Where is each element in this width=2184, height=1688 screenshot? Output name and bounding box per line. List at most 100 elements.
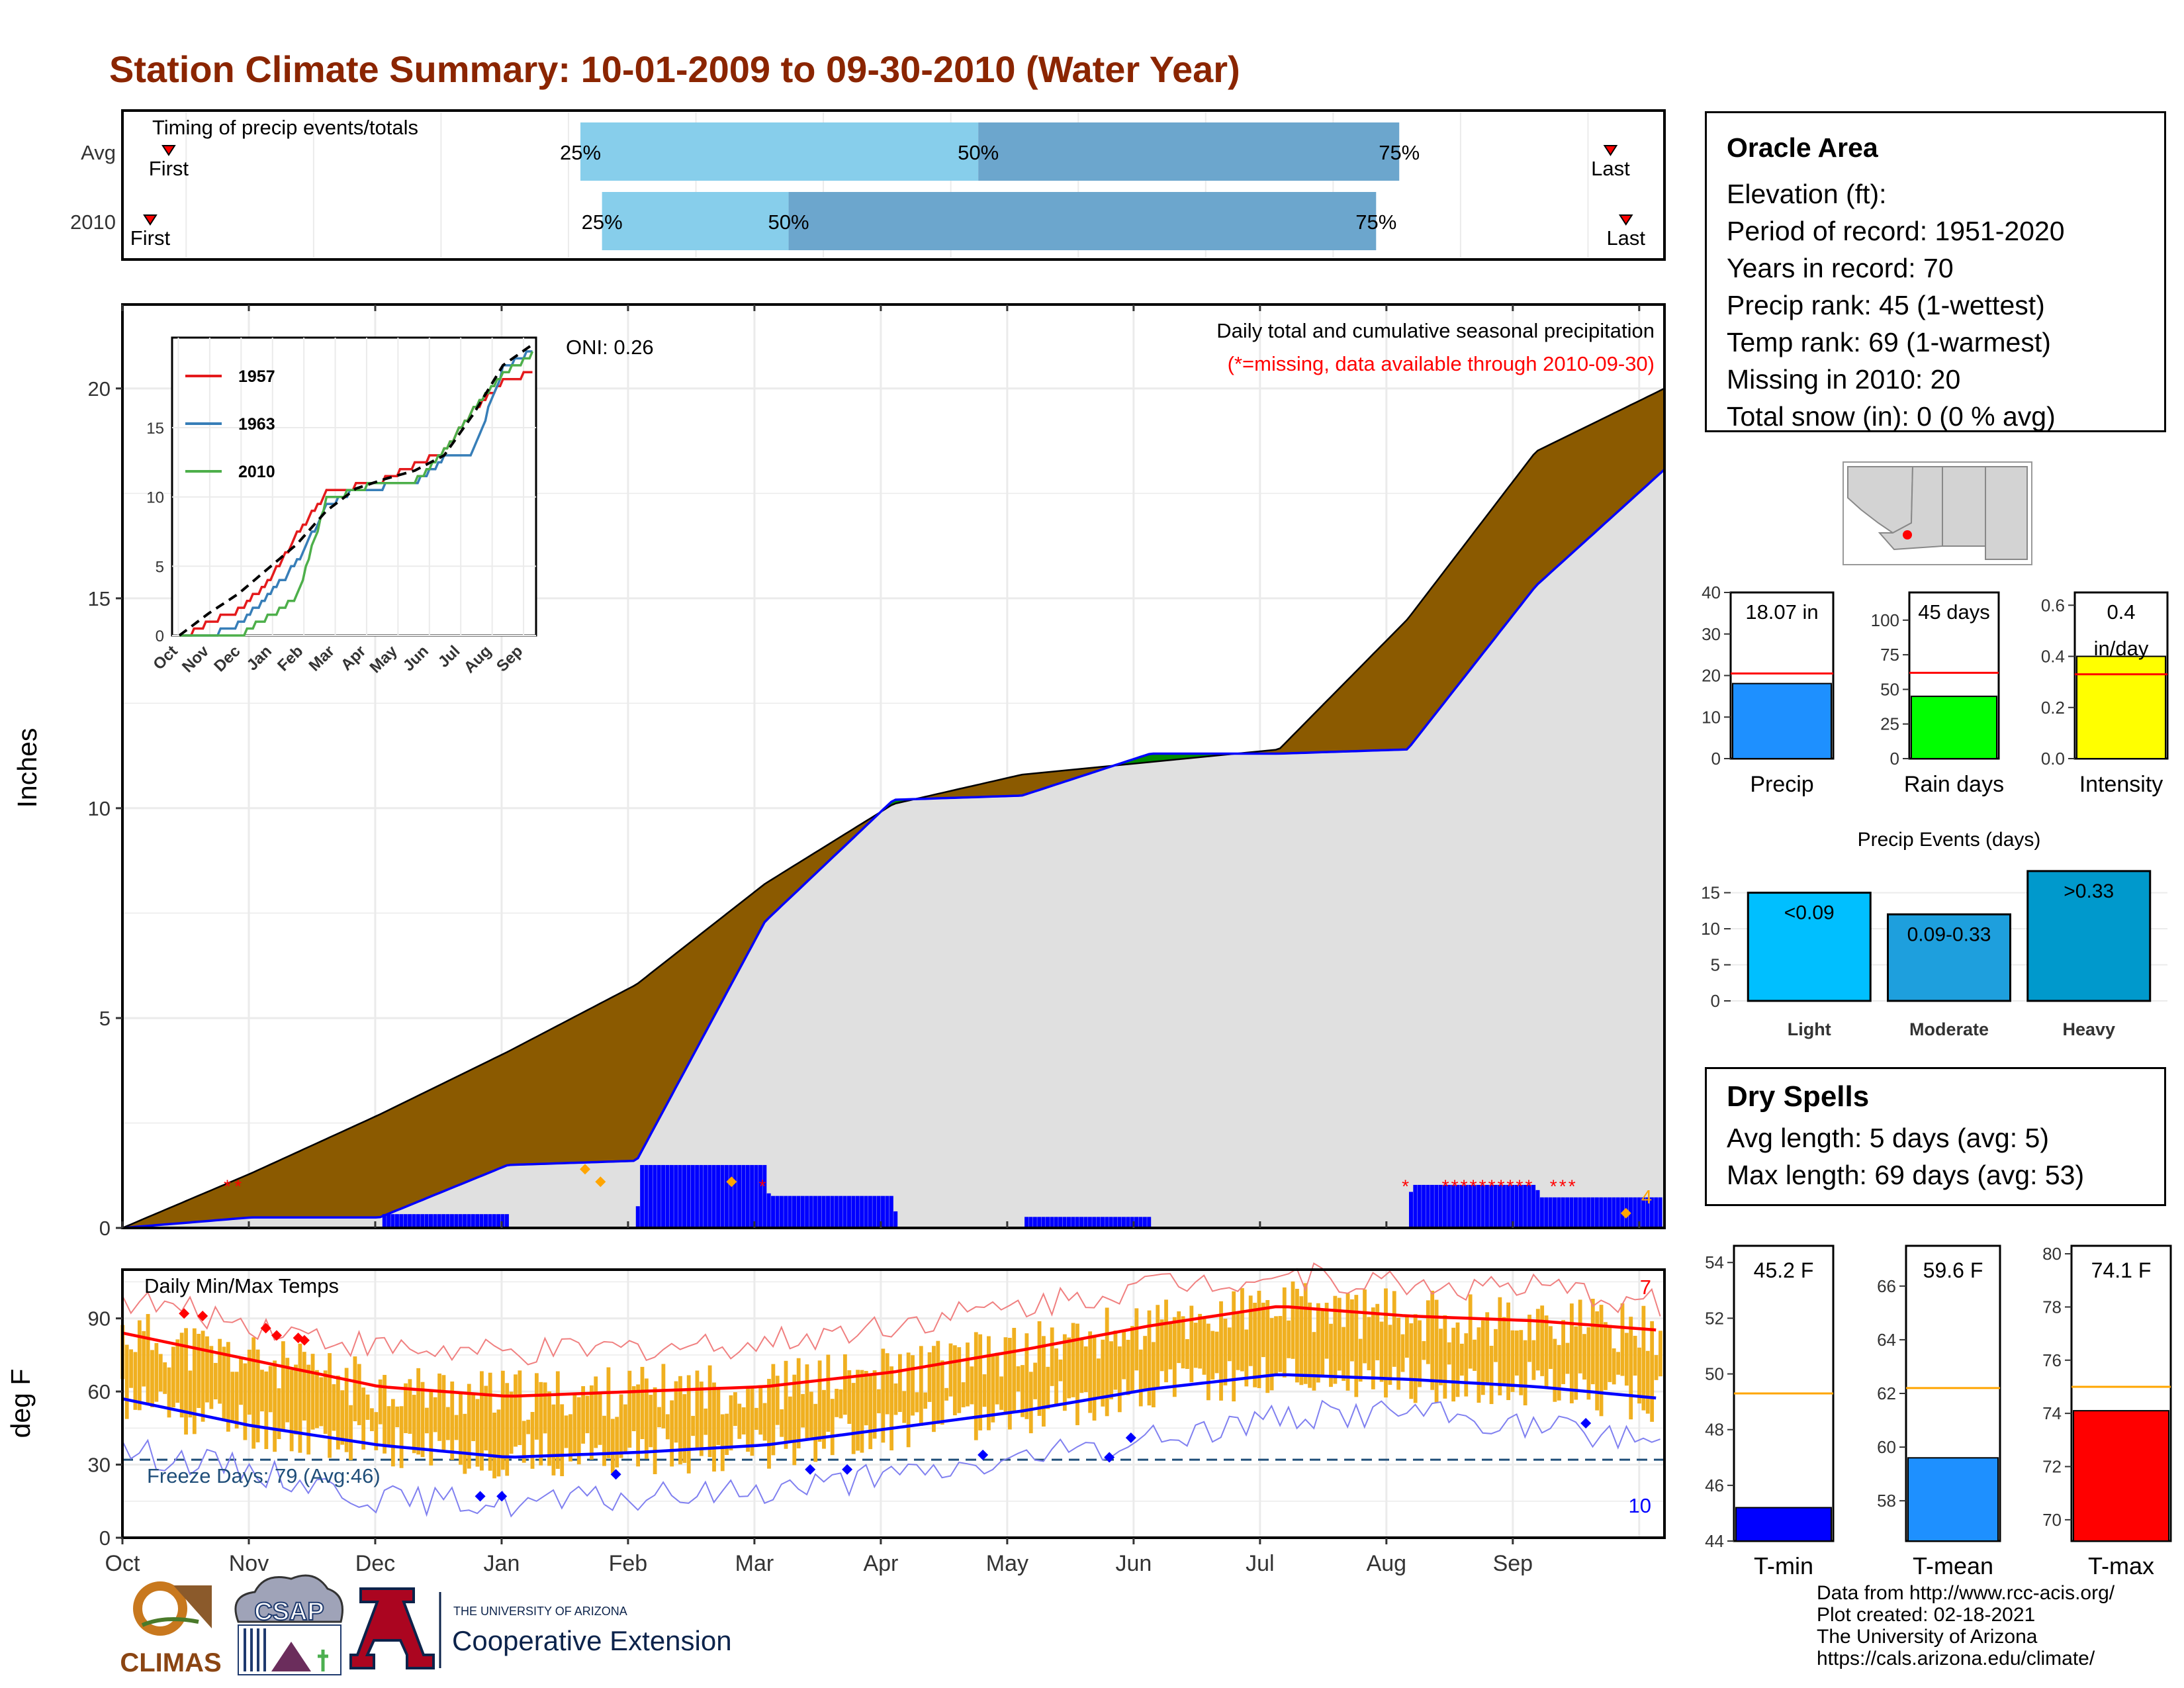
daily-temp-bar <box>1604 1322 1608 1390</box>
event-bar <box>1887 913 2011 1002</box>
daily-temp-bar <box>1214 1331 1219 1374</box>
daily-precip-bar <box>1527 1184 1531 1228</box>
daily-temp-bar <box>636 1384 640 1467</box>
daily-temp-bar <box>830 1399 835 1456</box>
temp-average-line <box>122 1305 1657 1398</box>
daily-temp-bar <box>885 1353 889 1415</box>
daily-temp-bar <box>1371 1307 1375 1389</box>
daily-precip-bar <box>855 1196 860 1228</box>
daily-temp-bar <box>902 1391 907 1423</box>
daily-temp-bar <box>623 1404 627 1454</box>
daily-precip-bar <box>1539 1197 1544 1228</box>
daily-temp-bar <box>361 1387 366 1450</box>
daily-temp-bar <box>602 1415 606 1466</box>
daily-precip-bar <box>893 1211 898 1228</box>
daily-precip-bar <box>412 1214 416 1228</box>
daily-precip-bar <box>1113 1217 1118 1228</box>
daily-temp-bar <box>796 1358 801 1449</box>
daily-temp-bar <box>750 1388 754 1456</box>
daily-temp-bar <box>1510 1330 1515 1392</box>
daily-precip-bar <box>429 1214 433 1228</box>
daily-temp-bar <box>1645 1350 1650 1414</box>
daily-temp-bar <box>1295 1288 1299 1383</box>
summary-bar-label: Intensity <box>2079 772 2163 797</box>
daily-temp-bar <box>737 1403 742 1439</box>
summary-value-label: 0.4 in/day <box>2094 600 2149 660</box>
daily-precip-bar <box>1603 1197 1608 1228</box>
daily-precip-bar <box>1535 1190 1540 1228</box>
daily-temp-bar <box>1042 1336 1046 1427</box>
daily-temp-bar <box>370 1408 374 1431</box>
daily-temp-bar <box>390 1399 395 1467</box>
record-high-marker <box>271 1330 282 1341</box>
daily-temp-bar <box>741 1407 746 1435</box>
daily-temp-bar <box>124 1344 129 1419</box>
record-high-marker <box>179 1308 190 1319</box>
daily-temp-bar <box>780 1409 784 1437</box>
daily-temp-bar <box>1426 1300 1430 1364</box>
summary-y-tick-label: 50 <box>1880 679 1899 699</box>
daily-precip-bar <box>1645 1197 1650 1228</box>
daily-precip-bar <box>504 1214 509 1228</box>
daily-precip-bar <box>1615 1197 1620 1228</box>
temp-bar-tick-label: 80 <box>2042 1244 2062 1264</box>
daily-precip-bar <box>821 1196 826 1228</box>
temp-bar-value-label: 45.2 F <box>1754 1258 1814 1282</box>
daily-temp-bar <box>1126 1340 1130 1395</box>
daily-temp-bar <box>1316 1303 1320 1383</box>
daily-temp-bar <box>387 1406 391 1446</box>
daily-precip-bar <box>1447 1184 1451 1228</box>
daily-precip-bar <box>644 1164 649 1228</box>
missing-data-marker: * <box>1488 1176 1496 1197</box>
daily-temp-bar <box>1324 1303 1329 1359</box>
map-state-new-mexico <box>1942 466 1986 547</box>
daily-temp-bar <box>518 1370 522 1445</box>
events-title: Precip Events (days) <box>1858 829 2041 851</box>
temp-bar-tick-label: 64 <box>1877 1330 1896 1350</box>
inset-legend-label: 1963 <box>238 415 275 434</box>
daily-temp-bar <box>801 1393 805 1428</box>
daily-temp-bar <box>404 1383 408 1434</box>
daily-precip-bar <box>1514 1184 1519 1228</box>
climas-logo-text: CLIMAS <box>120 1648 221 1677</box>
daily-precip-bar <box>437 1214 441 1228</box>
daily-temp-bar <box>598 1392 602 1445</box>
temp-bar-tick-label: 76 <box>2042 1350 2062 1370</box>
daily-temp-bar <box>1527 1315 1531 1362</box>
daily-temp-bar <box>691 1415 695 1436</box>
dry-spells-box: Dry Spells Avg length: 5 days (avg: 5) M… <box>1705 1067 2166 1206</box>
footer-university: The University of Arizona <box>1817 1626 2038 1648</box>
station-years: Years in record: 70 <box>1727 253 1954 283</box>
daily-temp-bar <box>340 1390 345 1445</box>
daily-temp-bar <box>733 1392 737 1427</box>
first-label: First <box>130 226 171 250</box>
daily-temp-bar <box>323 1370 328 1434</box>
inset-legend-label: 2010 <box>238 463 275 481</box>
daily-precip-bar <box>640 1164 645 1228</box>
daily-precip-bar <box>737 1164 741 1228</box>
daily-temp-bar <box>1363 1289 1367 1364</box>
daily-temp-bar <box>1439 1329 1443 1385</box>
precip-y-tick-label: 20 <box>88 377 111 400</box>
daily-temp-bar <box>982 1374 987 1407</box>
daily-precip-bar <box>1130 1217 1134 1228</box>
daily-precip-bar <box>864 1196 868 1228</box>
daily-precip-bar <box>653 1164 657 1228</box>
daily-precip-bar <box>711 1164 716 1228</box>
daily-precip-bar <box>678 1164 682 1228</box>
daily-temp-bar <box>792 1374 797 1466</box>
station-missing: Missing in 2010: 20 <box>1727 364 1961 395</box>
daily-precip-bar <box>661 1164 666 1228</box>
daily-temp-bar <box>1117 1346 1122 1413</box>
daily-precip-bar <box>1506 1184 1510 1228</box>
timing-p50-label: 50% <box>768 211 809 234</box>
daily-precip-bar <box>1434 1184 1439 1228</box>
daily-precip-bar <box>403 1214 408 1228</box>
missing-data-marker: * <box>1569 1176 1576 1197</box>
daily-temp-bar <box>475 1399 480 1467</box>
daily-temp-bar <box>974 1332 978 1440</box>
record-high-marker <box>298 1335 310 1346</box>
daily-precip-bar <box>690 1164 695 1228</box>
temp-bar-tick-label: 48 <box>1705 1420 1724 1440</box>
summary-y-tick-label: 100 <box>1871 610 1899 630</box>
